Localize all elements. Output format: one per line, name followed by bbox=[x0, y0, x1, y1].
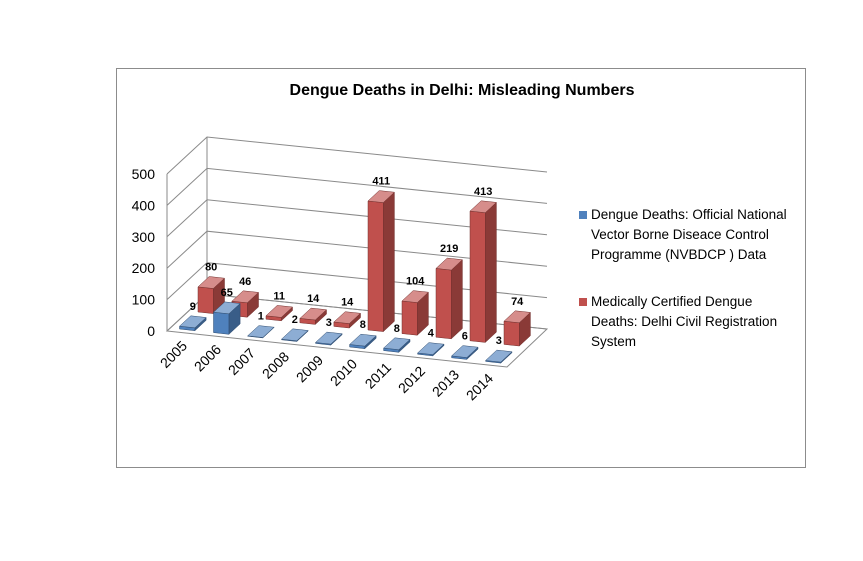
data-label: 8 bbox=[394, 323, 400, 335]
legend-swatch-blue bbox=[579, 211, 587, 219]
legend-label-nvbdcp: Dengue Deaths: Official National Vector … bbox=[591, 207, 787, 262]
bar-top bbox=[231, 290, 260, 304]
bar-nvbdcp-2012 bbox=[417, 342, 445, 357]
bar-top bbox=[503, 310, 531, 324]
bar-top bbox=[178, 315, 207, 329]
data-label: 219 bbox=[440, 243, 458, 255]
bar-top bbox=[265, 305, 294, 318]
x-tick-label: 2010 bbox=[327, 355, 360, 388]
data-label: 11 bbox=[273, 290, 285, 302]
bar-top bbox=[485, 349, 513, 363]
legend-swatch-red bbox=[579, 298, 587, 306]
floor bbox=[165, 293, 549, 368]
y-tick-label: 500 bbox=[132, 166, 156, 182]
data-label: 413 bbox=[474, 186, 492, 198]
y-tick-label: 400 bbox=[132, 197, 156, 213]
gridline bbox=[166, 136, 548, 175]
bar-side bbox=[451, 259, 463, 340]
legend-entry-civil-registration: Medically Certified Dengue Deaths: Delhi… bbox=[579, 292, 801, 352]
legend-label-civil-registration: Medically Certified Dengue Deaths: Delhi… bbox=[591, 294, 778, 349]
bar-nvbdcp-2011 bbox=[383, 337, 411, 353]
bar-front bbox=[213, 311, 230, 335]
data-label: 3 bbox=[326, 317, 332, 329]
bar-top bbox=[367, 190, 395, 203]
data-label: 6 bbox=[462, 331, 468, 343]
bar-top bbox=[417, 342, 445, 355]
data-label: 14 bbox=[341, 297, 354, 309]
chart-title: Dengue Deaths in Delhi: Misleading Numbe… bbox=[289, 82, 635, 99]
bar-top bbox=[435, 257, 463, 271]
x-tick-label: 2013 bbox=[429, 366, 462, 399]
data-label: 14 bbox=[307, 293, 320, 305]
data-label: 46 bbox=[239, 276, 251, 288]
data-label: 9 bbox=[190, 301, 196, 313]
bar-nvbdcp-2005 bbox=[178, 315, 207, 332]
data-label: 2 bbox=[292, 314, 298, 326]
bar-civil-2009 bbox=[333, 311, 362, 329]
bar-civil-2007 bbox=[265, 305, 294, 322]
bar-top bbox=[383, 337, 411, 350]
legend-entry-nvbdcp: Dengue Deaths: Official National Vector … bbox=[579, 205, 801, 265]
x-tick-label: 2011 bbox=[362, 359, 395, 392]
y-tick-label: 300 bbox=[132, 229, 156, 245]
bar-top bbox=[212, 301, 241, 315]
bar-civil-2014 bbox=[503, 310, 531, 347]
bar-front bbox=[367, 200, 384, 332]
data-label: 8 bbox=[360, 319, 366, 331]
bar-top bbox=[314, 331, 343, 345]
bar-front bbox=[435, 268, 452, 340]
bar-nvbdcp-2013 bbox=[451, 345, 479, 360]
bar-top bbox=[299, 307, 328, 321]
bar-nvbdcp-2014 bbox=[485, 349, 513, 364]
bar-top bbox=[247, 325, 275, 338]
bar-civil-2008 bbox=[299, 307, 328, 325]
data-label: 4 bbox=[428, 328, 435, 340]
chart-frame: Dengue Deaths in Delhi: Misleading Numbe… bbox=[116, 68, 806, 468]
x-tick-label: 2012 bbox=[395, 363, 428, 396]
bar-top bbox=[349, 333, 377, 347]
data-label: 3 bbox=[496, 335, 502, 347]
x-tick-label: 2005 bbox=[157, 337, 190, 370]
y-tick-label: 200 bbox=[132, 260, 156, 276]
bar-top bbox=[197, 276, 226, 289]
data-label: 74 bbox=[511, 296, 524, 308]
bar-nvbdcp-2009 bbox=[314, 331, 343, 346]
x-tick-label: 2007 bbox=[225, 345, 258, 378]
bar-nvbdcp-2006 bbox=[212, 301, 241, 335]
data-label: 1 bbox=[258, 311, 264, 323]
data-label: 65 bbox=[221, 287, 233, 299]
bar-civil-2012 bbox=[435, 257, 463, 340]
bar-top bbox=[401, 290, 429, 303]
bar-nvbdcp-2010 bbox=[349, 333, 377, 350]
x-tick-label: 2008 bbox=[259, 348, 292, 381]
x-tick-label: 2006 bbox=[191, 341, 224, 374]
bar-front bbox=[469, 210, 486, 343]
bar-nvbdcp-2007 bbox=[247, 325, 275, 339]
y-tick-label: 100 bbox=[132, 292, 156, 308]
bar-civil-2011 bbox=[401, 290, 429, 336]
bar-top bbox=[469, 200, 497, 213]
data-label: 80 bbox=[205, 262, 217, 274]
bar-top bbox=[333, 311, 362, 324]
bar-side bbox=[485, 201, 497, 343]
data-label: 104 bbox=[406, 276, 425, 288]
bar-nvbdcp-2008 bbox=[280, 328, 309, 343]
x-tick-label: 2009 bbox=[293, 352, 326, 385]
x-tick-label: 2014 bbox=[463, 370, 496, 403]
bar-front bbox=[197, 286, 214, 314]
bar-front bbox=[401, 300, 418, 336]
bar-side bbox=[383, 191, 395, 333]
bar-civil-2010 bbox=[367, 190, 395, 333]
bar-top bbox=[280, 328, 309, 342]
data-label: 411 bbox=[372, 176, 390, 188]
bar-top bbox=[451, 345, 479, 358]
bar-civil-2013 bbox=[469, 200, 497, 343]
y-tick-label: 0 bbox=[147, 323, 155, 339]
bar-front bbox=[503, 320, 520, 347]
